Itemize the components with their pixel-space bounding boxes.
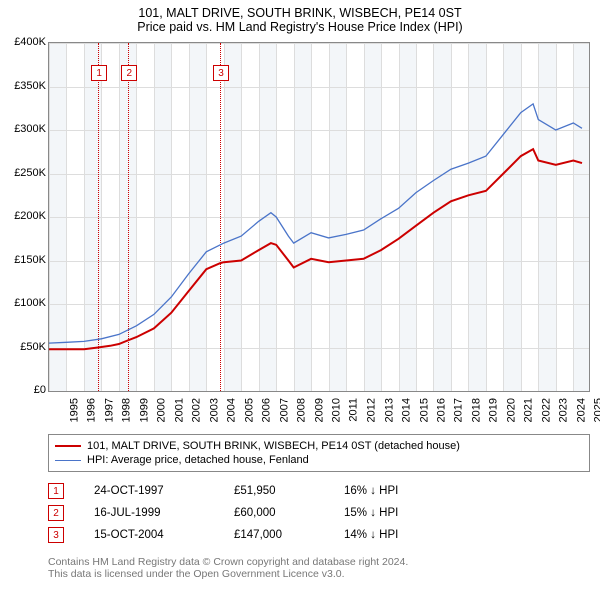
footer-line-2: This data is licensed under the Open Gov… [48,568,590,580]
y-tick-label: £250K [14,167,46,179]
x-axis-ticks: 1995 1996 1997 1998 1999 2000 2001 2002 2003 2004… [48,392,590,426]
legend-label: HPI: Average price, detached house, Fenl… [87,454,309,466]
footer-line-1: Contains HM Land Registry data © Crown c… [48,556,590,568]
y-tick-label: £300K [14,123,46,135]
x-tick-label: 2008 [296,398,308,422]
x-tick-label: 2018 [470,398,482,422]
legend-box: 101, MALT DRIVE, SOUTH BRINK, WISBECH, P… [48,434,590,472]
y-tick-label: £50K [20,341,46,353]
title-line-1: 101, MALT DRIVE, SOUTH BRINK, WISBECH, P… [0,6,600,20]
x-tick-label: 2024 [575,398,587,422]
x-tick-label: 2017 [453,398,465,422]
legend-label: 101, MALT DRIVE, SOUTH BRINK, WISBECH, P… [87,440,460,452]
legend-swatch-icon [55,460,81,461]
chart-container: 101, MALT DRIVE, SOUTH BRINK, WISBECH, P… [0,0,600,580]
event-date: 24-OCT-1997 [94,485,204,497]
x-tick-label: 1995 [68,398,80,422]
x-tick-label: 2002 [191,398,203,422]
y-tick-label: £400K [14,36,46,48]
x-tick-label: 2006 [261,398,273,422]
x-tick-label: 1997 [103,398,115,422]
x-tick-label: 2021 [523,398,535,422]
event-price: £51,950 [234,485,314,497]
x-tick-label: 1996 [86,398,98,422]
x-tick-label: 2010 [331,398,343,422]
event-delta: 16% ↓ HPI [344,485,398,497]
title-block: 101, MALT DRIVE, SOUTH BRINK, WISBECH, P… [0,0,600,34]
x-tick-label: 2005 [243,398,255,422]
x-tick-label: 2019 [488,398,500,422]
x-tick-label: 2020 [505,398,517,422]
event-marker-icon: 1 [48,483,64,499]
event-delta: 15% ↓ HPI [344,507,398,519]
event-price: £147,000 [234,529,314,541]
x-tick-label: 2014 [401,398,413,422]
event-delta: 14% ↓ HPI [344,529,398,541]
events-table: 1 24-OCT-1997 £51,950 16% ↓ HPI 2 16-JUL… [48,480,590,546]
x-tick-label: 2023 [558,398,570,422]
x-tick-label: 2011 [347,398,359,422]
event-row: 1 24-OCT-1997 £51,950 16% ↓ HPI [48,480,590,502]
legend-item-2: HPI: Average price, detached house, Fenl… [55,453,583,467]
legend-item-1: 101, MALT DRIVE, SOUTH BRINK, WISBECH, P… [55,439,583,453]
x-tick-label: 2000 [156,398,168,422]
event-date: 15-OCT-2004 [94,529,204,541]
event-date: 16-JUL-1999 [94,507,204,519]
title-line-2: Price paid vs. HM Land Registry's House … [0,20,600,34]
series-line [49,149,582,349]
x-tick-label: 2015 [418,398,430,422]
event-row: 3 15-OCT-2004 £147,000 14% ↓ HPI [48,524,590,546]
footer-attribution: Contains HM Land Registry data © Crown c… [48,556,590,580]
x-tick-label: 2004 [226,398,238,422]
x-tick-label: 2022 [540,398,552,422]
x-tick-label: 1999 [138,398,150,422]
x-tick-label: 2025 [593,398,600,422]
series-line [49,104,582,343]
event-price: £60,000 [234,507,314,519]
x-tick-label: 2016 [435,398,447,422]
y-tick-label: £150K [14,254,46,266]
y-tick-label: £350K [14,80,46,92]
x-tick-label: 2003 [208,398,220,422]
x-tick-label: 2012 [366,398,378,422]
chart-plot-area: 123 [48,42,590,392]
x-tick-label: 2009 [313,398,325,422]
event-marker-icon: 2 [48,505,64,521]
legend-swatch-icon [55,445,81,447]
y-tick-label: £0 [34,384,46,396]
x-tick-label: 1998 [121,398,133,422]
y-tick-label: £200K [14,210,46,222]
x-tick-label: 2013 [383,398,395,422]
event-row: 2 16-JUL-1999 £60,000 15% ↓ HPI [48,502,590,524]
x-tick-label: 2007 [278,398,290,422]
y-tick-label: £100K [14,297,46,309]
x-tick-label: 2001 [173,398,185,422]
event-marker-icon: 3 [48,527,64,543]
